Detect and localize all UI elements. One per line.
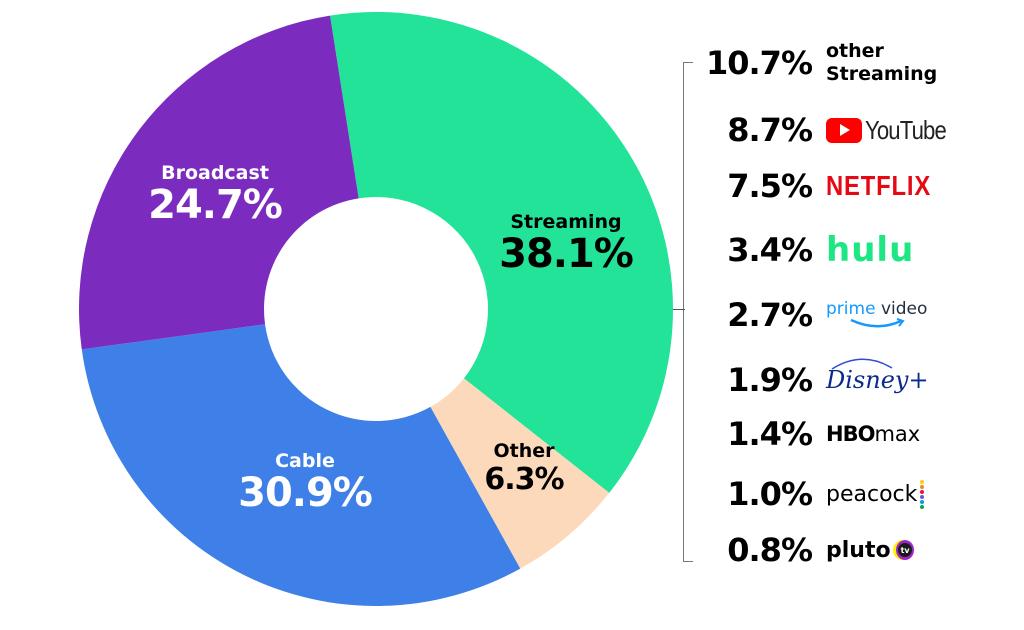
netflix-logo: NETFLIX [826,170,932,201]
donut-slice-cable [81,324,521,607]
slice-name: Other [493,440,555,462]
legend-value: 2.7% [727,296,813,334]
legend-row-youtube: 8.7% YouTube [690,110,960,150]
slice-value: 30.9% [238,470,373,516]
slice-name: Streaming [510,211,622,233]
pluto-tv-logo: pluto tv [826,537,914,563]
donut-slice-streaming [330,12,673,493]
legend-value: 1.9% [727,361,813,399]
legend-value: 10.7% [705,44,813,82]
legend-row-hulu: 3.4% hulu [690,230,914,270]
slice-value: 6.3% [484,462,564,497]
slice-value: 38.1% [499,231,634,277]
slice-name: Cable [275,450,335,472]
legend-value: 0.8% [727,531,813,569]
pluto-tv-badge-text: tv [898,543,913,557]
legend-row-peacock: 1.0% peacock [690,474,925,514]
disney-plus-logo: Disney+ [826,358,929,394]
legend-value: 1.4% [727,415,813,453]
pluto-tv-badge-icon: tv [892,540,914,560]
peacock-logo: peacock [826,479,925,509]
legend-value: 1.0% [727,475,813,513]
legend-label: other Streaming [826,40,937,86]
max-wordmark: max [874,422,921,446]
bracket-connector [673,309,685,310]
legend-row-disney-plus: 1.9% Disney+ [690,358,929,400]
legend-value: 8.7% [727,111,813,149]
legend-row-hbo-max: 1.4% HBO max [690,414,920,454]
slice-value: 24.7% [148,182,283,228]
legend-value: 3.4% [727,231,813,269]
hulu-logo: hulu [826,230,915,270]
slice-label-other: Other 6.3% [474,442,574,495]
amazon-smile-icon [850,317,905,327]
prime-wordmark: prime [826,298,876,319]
slice-label-streaming: Streaming 38.1% [492,211,640,277]
slice-label-broadcast: Broadcast 24.7% [130,162,300,228]
pluto-wordmark: pluto [826,537,891,563]
prime-video-logo: prime video [826,298,928,330]
legend-value: 7.5% [727,167,813,205]
donut-slice-broadcast [79,15,359,350]
youtube-wordmark: YouTube [865,114,947,145]
legend-row-prime-video: 2.7% prime video [690,295,927,335]
slice-name: Broadcast [161,162,269,184]
youtube-play-icon [826,117,862,143]
slice-label-cable: Cable 30.9% [220,450,390,516]
legend-label-line1: other [826,40,884,63]
streaming-breakdown-bracket [683,62,693,562]
hbo-max-logo: HBO max [826,422,920,446]
donut-slice-other [430,378,610,569]
youtube-logo: YouTube [826,115,960,146]
peacock-wordmark: peacock [826,481,918,507]
disney-plus-wordmark: Disney+ [826,366,929,394]
disney-arc-icon [831,358,893,370]
peacock-dots-icon [920,479,925,509]
legend-row-other-streaming: 10.7% other Streaming [690,38,937,88]
legend-row-pluto-tv: 0.8% pluto tv [690,530,914,570]
video-wordmark: video [880,298,928,319]
legend-row-netflix: 7.5% NETFLIX [690,166,950,206]
hbo-wordmark: HBO [826,422,875,446]
legend-label-line2: Streaming [826,63,938,85]
